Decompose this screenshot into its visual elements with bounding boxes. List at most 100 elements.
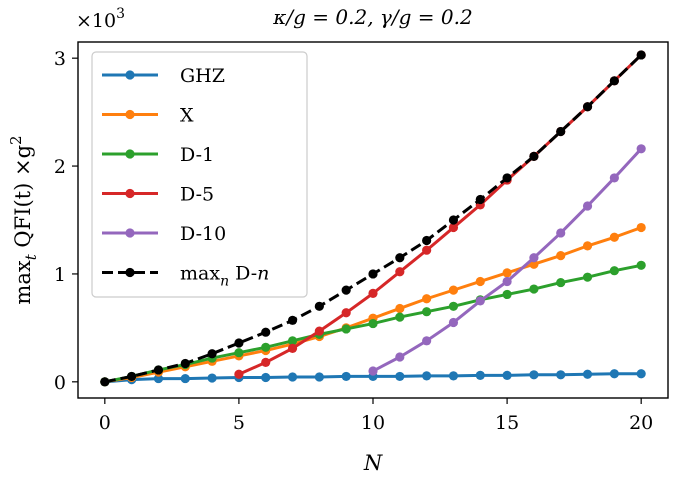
x-tick-label: 0 [99, 412, 111, 434]
data-point-max-n-d-n [636, 50, 646, 60]
data-point-d-1 [448, 301, 459, 311]
legend-label: D-10 [180, 223, 226, 245]
data-point-ghz [395, 371, 405, 382]
x-tick-label: 20 [629, 412, 653, 434]
data-point-x [422, 294, 432, 304]
data-point-d-1 [502, 289, 512, 300]
legend-label: D-1 [180, 144, 214, 166]
legend-swatch-marker [125, 267, 135, 278]
data-point-d-1 [341, 324, 351, 334]
data-point-d-10 [582, 201, 593, 211]
data-point-ghz [475, 370, 485, 380]
data-point-max-n-d-n [180, 358, 190, 369]
data-point-d-10 [422, 336, 432, 346]
data-point-x [475, 276, 485, 287]
x-tick-label: 10 [361, 412, 385, 434]
data-point-d-5 [287, 343, 298, 353]
data-point-d-10 [636, 144, 646, 154]
data-point-x [395, 303, 405, 314]
data-point-d-10 [502, 276, 512, 287]
legend-swatch-marker [125, 188, 135, 199]
legend: GHZ X D-1 D-5 D-10 maxn D-n [91, 51, 308, 298]
legend-entry-ghz: GHZ [102, 65, 225, 87]
legend-label: maxn D-n [180, 263, 269, 290]
y-tick-label: 2 [54, 156, 66, 178]
data-point-max-n-d-n [395, 253, 405, 263]
data-point-d-1 [529, 284, 539, 294]
y-tick-label: 3 [54, 48, 66, 70]
data-point-d-5 [314, 326, 324, 336]
series-ghz [100, 369, 646, 387]
data-point-max-n-d-n [475, 194, 485, 205]
data-point-d-5 [341, 308, 351, 318]
data-point-x [529, 259, 539, 269]
legend-swatch-marker [125, 109, 135, 120]
data-point-max-n-d-n [341, 285, 351, 295]
legend-entry-max-n-d-n: maxn D-n [102, 263, 269, 290]
data-point-ghz [261, 372, 271, 383]
x-axis-label: N [363, 451, 383, 475]
data-point-d-5 [448, 222, 459, 233]
data-point-x [448, 285, 459, 295]
data-point-ghz [180, 373, 190, 384]
data-point-max-n-d-n [314, 301, 324, 311]
data-point-d-10 [475, 296, 485, 306]
data-point-x [609, 232, 619, 242]
data-point-x [502, 268, 512, 278]
data-point-d-1 [422, 307, 432, 317]
data-point-max-n-d-n [556, 126, 566, 137]
data-point-max-n-d-n [207, 349, 217, 359]
data-point-max-n-d-n [609, 76, 619, 86]
data-point-x [582, 241, 593, 251]
chart-title: κ/g = 0.2, γ/g = 0.2 [272, 5, 472, 29]
series-layer [100, 50, 646, 387]
data-point-ghz [287, 372, 298, 382]
data-point-max-n-d-n [234, 338, 244, 348]
legend-swatch-marker [125, 70, 135, 80]
data-point-max-n-d-n [582, 102, 593, 112]
data-point-d-1 [261, 342, 271, 352]
y-tick-label: 1 [54, 264, 66, 286]
data-point-max-n-d-n [502, 173, 512, 183]
data-point-d-1 [609, 266, 619, 276]
data-point-ghz [448, 371, 459, 381]
data-point-ghz [529, 370, 539, 380]
data-point-ghz [556, 370, 566, 380]
data-point-x [556, 251, 566, 261]
data-point-max-n-d-n [368, 269, 378, 279]
data-point-d-1 [395, 312, 405, 322]
data-point-ghz [636, 369, 646, 379]
data-point-ghz [609, 369, 619, 379]
data-point-ghz [341, 371, 351, 382]
data-point-max-n-d-n [422, 235, 432, 246]
y-tick-label: 0 [54, 372, 66, 394]
legend-label: GHZ [180, 65, 225, 87]
x-tick-label: 15 [495, 412, 519, 434]
y-axis-label: maxt QFI(t) ×g2 [7, 135, 40, 304]
data-point-max-n-d-n [287, 315, 298, 325]
series-d-10 [368, 144, 646, 376]
data-point-d-1 [556, 277, 566, 288]
data-point-max-n-d-n [448, 215, 459, 225]
data-point-d-1 [582, 272, 593, 282]
data-point-max-n-d-n [100, 377, 110, 387]
y-multiplier: ×103 [76, 6, 125, 32]
legend-swatch-marker [125, 149, 135, 159]
legend-entry-x: X [102, 105, 194, 127]
data-point-x [636, 222, 646, 233]
data-point-d-10 [395, 352, 405, 362]
data-point-max-n-d-n [127, 371, 137, 382]
data-point-d-5 [395, 267, 405, 277]
data-point-d-10 [556, 228, 566, 238]
axes: 0 5 10 15 20 0 1 2 3 ×103 κ/g = 0.2, γ/g = 0.2 Nmax… [7, 5, 669, 475]
data-point-ghz [582, 369, 593, 379]
legend-swatch-marker [125, 228, 135, 238]
data-point-d-1 [368, 318, 378, 329]
data-point-d-1 [636, 260, 646, 270]
data-point-d-5 [422, 245, 432, 255]
data-point-d-10 [529, 253, 539, 263]
data-point-d-1 [234, 348, 244, 358]
x-tick-label: 5 [233, 412, 245, 434]
legend-entry-d-5: D-5 [102, 184, 214, 206]
